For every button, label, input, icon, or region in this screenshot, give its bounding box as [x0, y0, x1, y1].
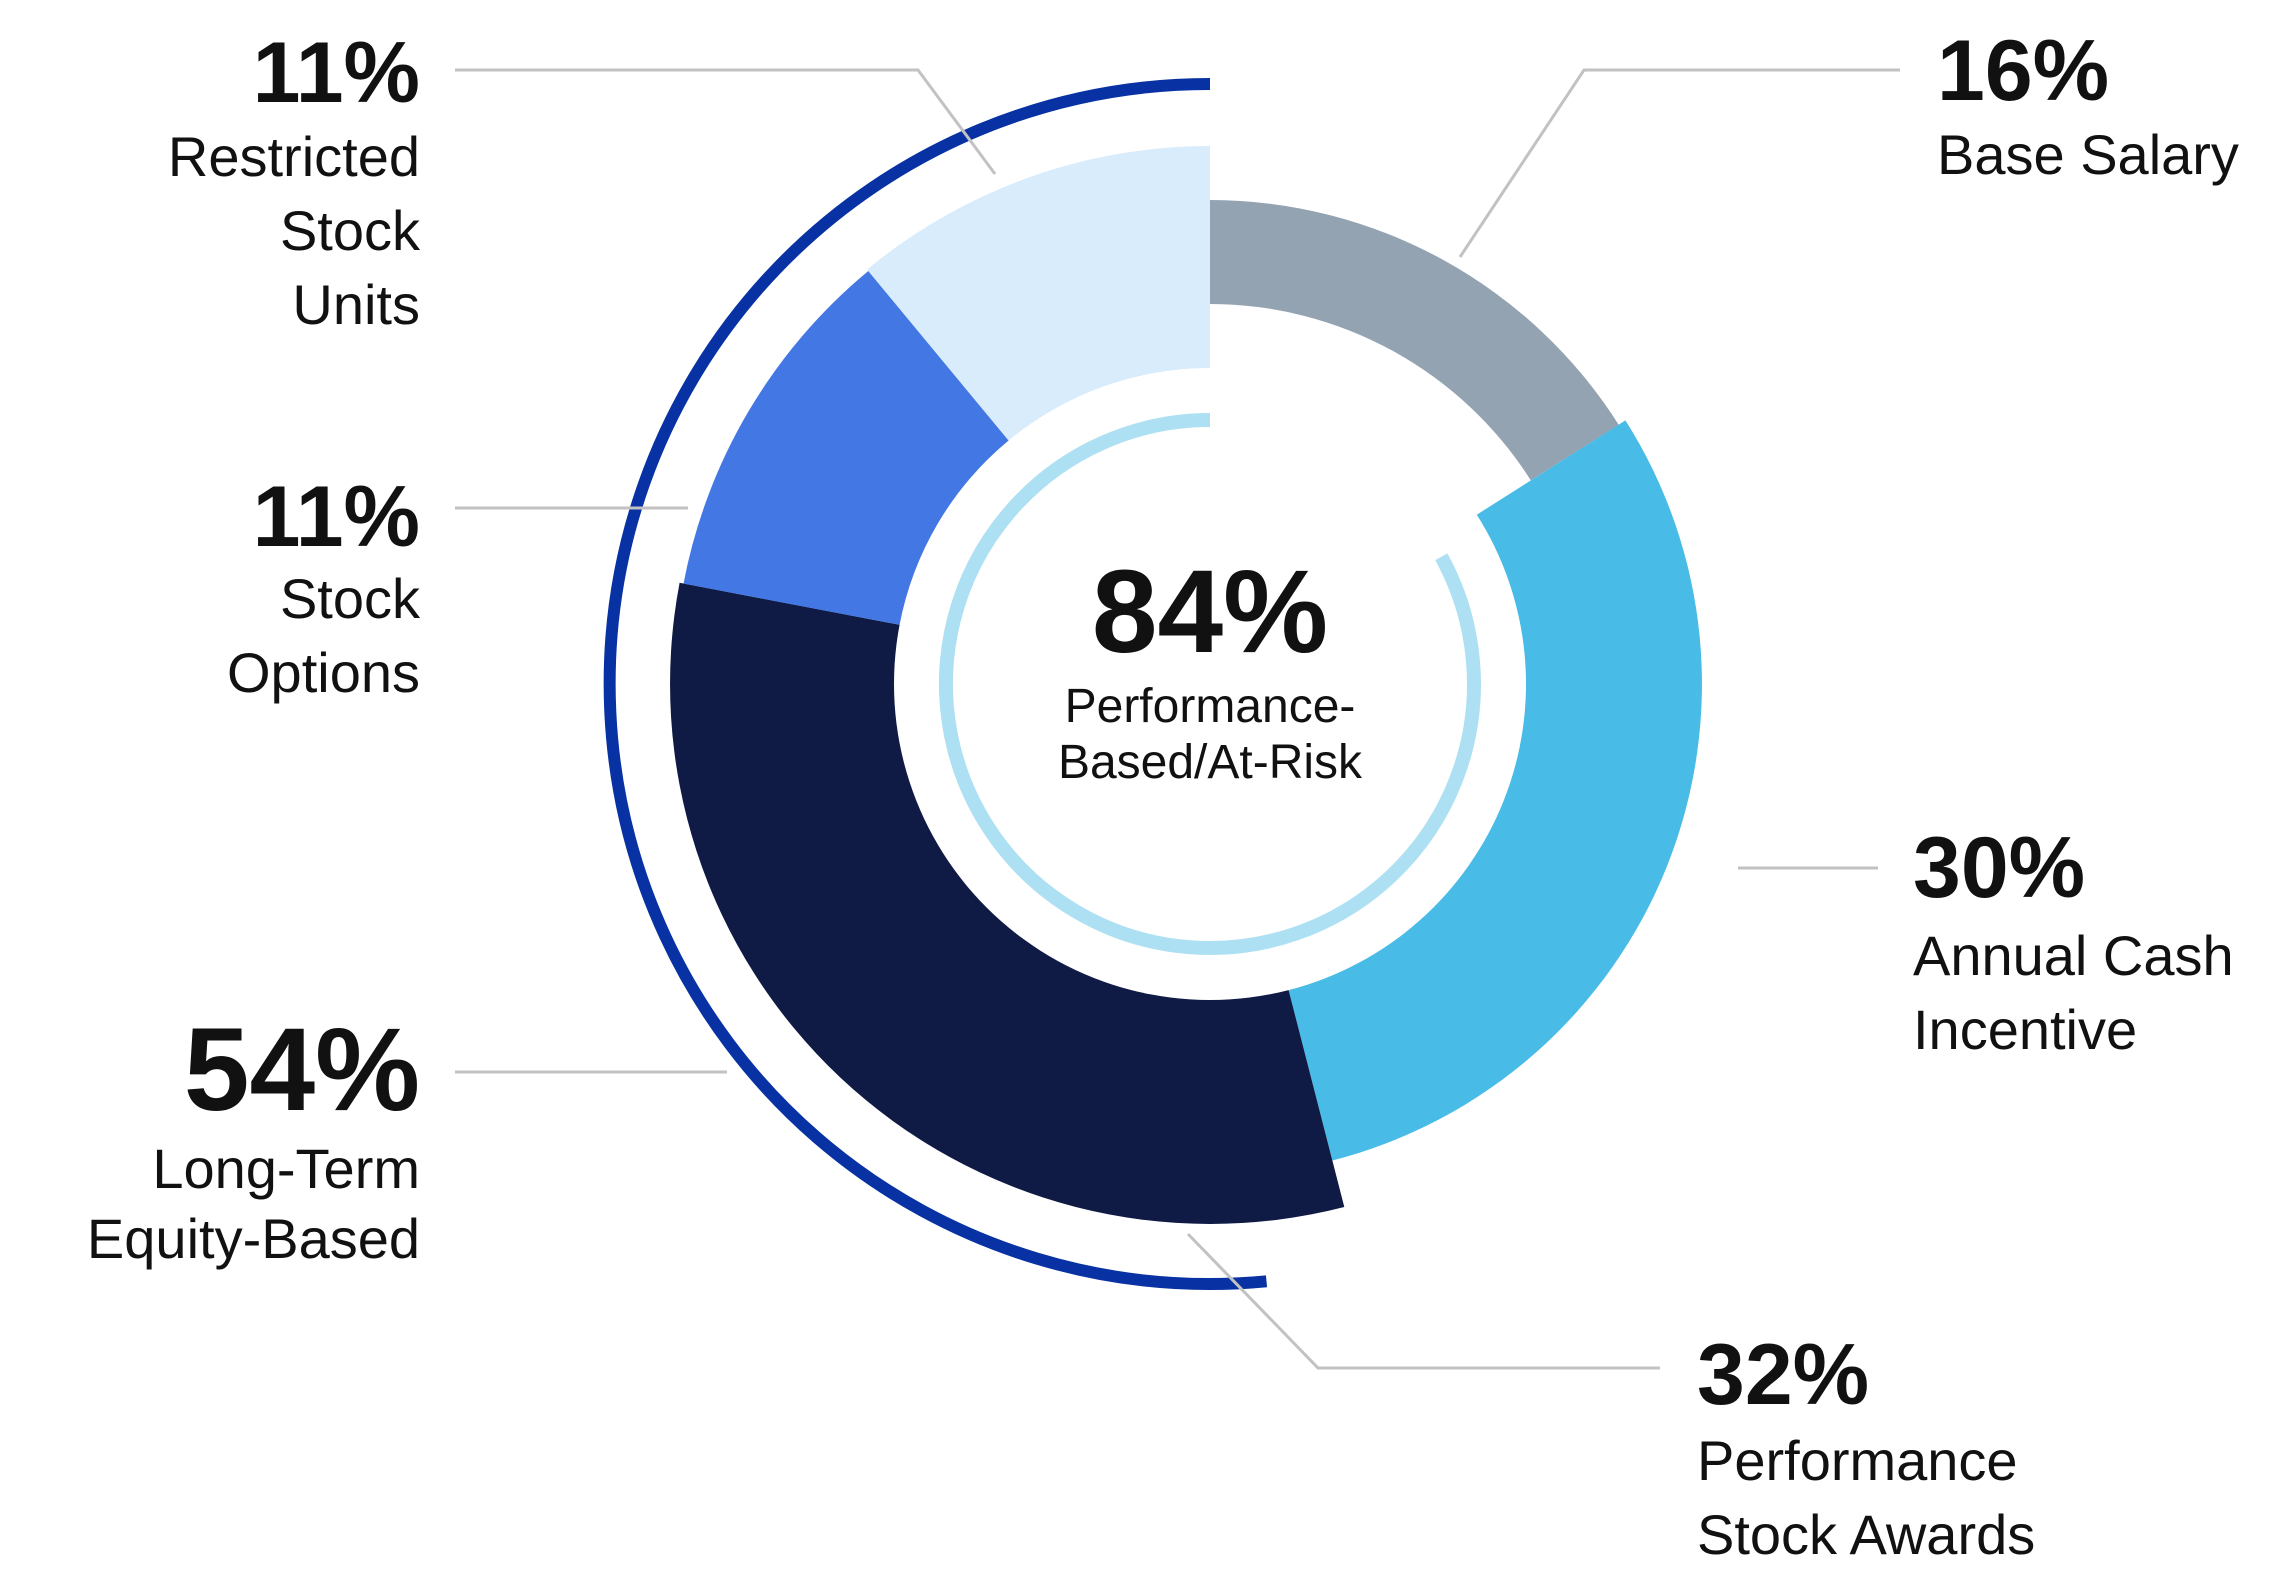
- label-performance-stock-line: Performance: [1697, 1429, 2018, 1492]
- label-stock-options-line: Options: [227, 641, 420, 704]
- donut-slices: [670, 146, 1702, 1224]
- leader-line-4: [455, 68, 997, 175]
- equity-group-arc: [603, 78, 1268, 1290]
- center-pct: 84%: [1092, 546, 1328, 678]
- label-long-term-equity-pct: 54%: [184, 1004, 420, 1136]
- label-rsu-line: Stock: [280, 199, 421, 262]
- donut-slice-4: [867, 146, 1210, 441]
- label-performance-stock-line: Stock Awards: [1697, 1503, 2035, 1566]
- equity-group-arc: [603, 78, 1268, 1290]
- donut-slice-2: [670, 582, 1345, 1224]
- label-long-term-equity: 54%Long-Term Equity-Based: [87, 1004, 420, 1270]
- label-annual-cash-pct: 30%: [1913, 820, 2085, 916]
- leader-line-2: [1186, 1232, 1660, 1370]
- label-rsu-line: Restricted: [168, 125, 420, 188]
- label-annual-cash: 30% Annual Cash Incentive: [1913, 820, 2234, 1061]
- label-rsu-line: Units: [292, 273, 420, 336]
- leader-line-0: [1458, 68, 1900, 258]
- label-annual-cash-line: Incentive: [1913, 998, 2137, 1061]
- leader-lines: [455, 68, 1900, 1370]
- donut-slice-3: [683, 271, 1009, 625]
- label-annual-cash-line: Annual Cash: [1913, 924, 2234, 987]
- donut-slice-1: [1288, 420, 1702, 1161]
- label-long-term-equity-line: Long-Term: [152, 1137, 420, 1200]
- label-stock-options-line: Stock: [280, 567, 421, 630]
- label-base-salary-pct: 16%: [1937, 23, 2109, 119]
- label-stock-options-pct: 11%: [253, 469, 420, 565]
- center-label: 84%Performance-Based/At-Risk: [1058, 546, 1363, 789]
- slice-labels: 16%Base Salary 30% Annual Cash Incentive 32%…: [87, 23, 2239, 1566]
- center-label-line: Based/At-Risk: [1058, 736, 1363, 789]
- label-performance-stock: 32%Performance Stock Awards: [1697, 1327, 2035, 1566]
- label-stock-options: 11%Stock Options: [227, 469, 421, 704]
- label-performance-stock-pct: 32%: [1697, 1327, 1869, 1423]
- label-base-salary-line: Base Salary: [1937, 123, 2239, 186]
- center-label-line: Performance-: [1065, 680, 1356, 733]
- donut-slice-0: [1210, 200, 1619, 481]
- label-rsu-pct: 11%: [253, 25, 420, 121]
- label-rsu: 11%Restricted Stock Units: [168, 25, 421, 336]
- label-long-term-equity-line: Equity-Based: [87, 1207, 420, 1270]
- at-risk-inner-ring: [938, 413, 1481, 955]
- label-base-salary: 16%Base Salary: [1937, 23, 2239, 186]
- at-risk-ring-arc: [938, 413, 1481, 955]
